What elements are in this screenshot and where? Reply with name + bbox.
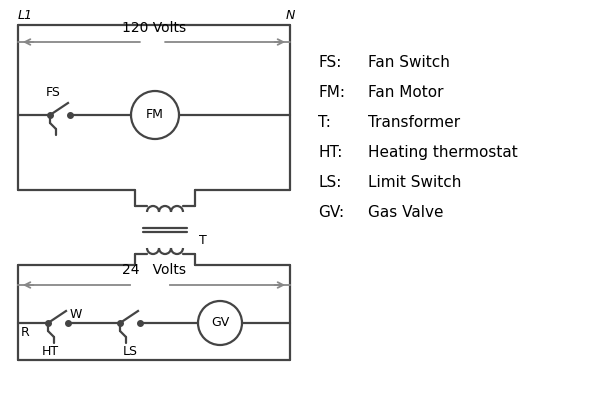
Text: FM: FM — [146, 108, 164, 122]
Text: Fan Switch: Fan Switch — [368, 55, 450, 70]
Text: L1: L1 — [18, 9, 33, 22]
Text: LS:: LS: — [318, 175, 342, 190]
Text: FS: FS — [46, 86, 61, 99]
Text: FM:: FM: — [318, 85, 345, 100]
Text: Gas Valve: Gas Valve — [368, 205, 444, 220]
Text: 120 Volts: 120 Volts — [122, 21, 186, 35]
Text: N: N — [286, 9, 294, 22]
Text: Transformer: Transformer — [368, 115, 460, 130]
Text: Fan Motor: Fan Motor — [368, 85, 444, 100]
Text: T: T — [199, 234, 206, 247]
Text: HT: HT — [41, 345, 58, 358]
Text: Heating thermostat: Heating thermostat — [368, 145, 518, 160]
Text: R: R — [21, 326, 30, 339]
Text: 24   Volts: 24 Volts — [122, 263, 186, 277]
Text: GV:: GV: — [318, 205, 344, 220]
Text: W: W — [70, 308, 83, 321]
Text: Limit Switch: Limit Switch — [368, 175, 461, 190]
Text: T:: T: — [318, 115, 331, 130]
Text: GV: GV — [211, 316, 229, 330]
Text: LS: LS — [123, 345, 137, 358]
Text: HT:: HT: — [318, 145, 342, 160]
Text: FS:: FS: — [318, 55, 342, 70]
